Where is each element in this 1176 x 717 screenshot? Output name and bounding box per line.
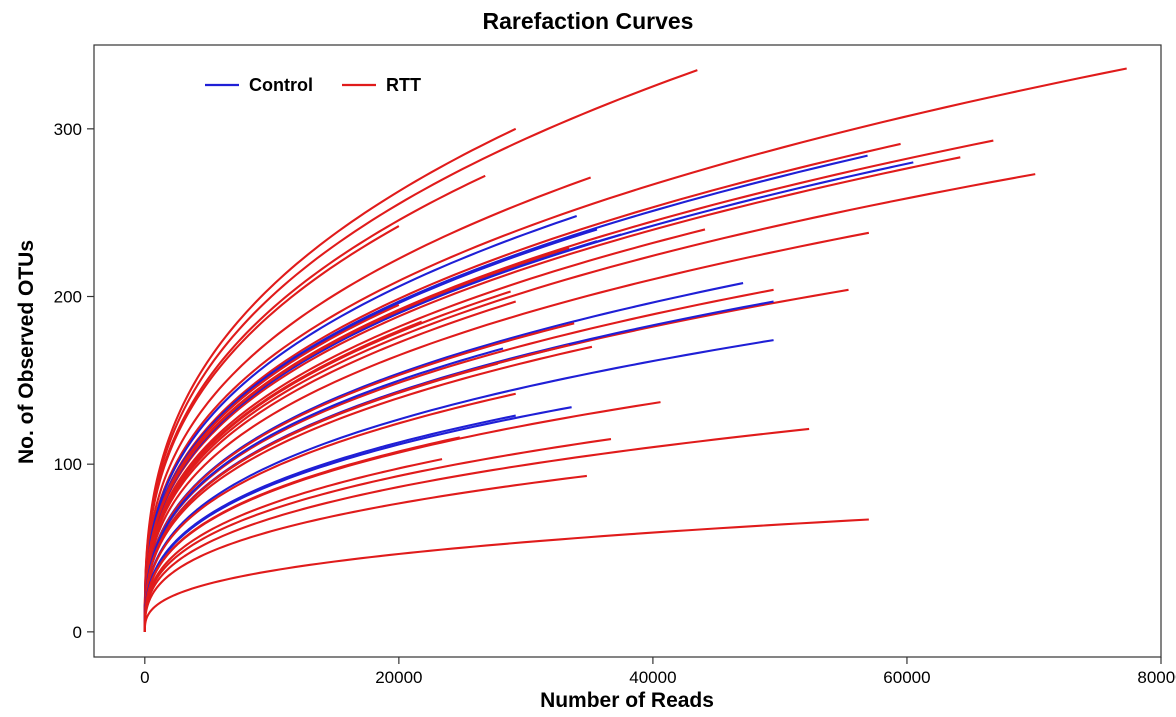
series-line-rtt-0	[143, 69, 698, 632]
x-tick-label: 0	[140, 668, 149, 687]
y-tick-label: 100	[54, 455, 82, 474]
y-tick-label: 200	[54, 288, 82, 307]
series-line-rtt-1	[143, 67, 1127, 632]
series-line-rtt-26	[143, 320, 423, 632]
series-curves	[143, 67, 1127, 632]
x-tick-label: 60000	[883, 668, 930, 687]
legend: Control RTT	[205, 75, 421, 95]
series-line-rtt-32	[143, 362, 499, 632]
legend-label-control: Control	[249, 75, 313, 95]
y-axis-label: No. of Observed OTUs	[15, 240, 38, 464]
series-line-rtt-41	[143, 474, 587, 632]
series-line-rtt-38	[143, 436, 461, 632]
series-line-rtt-40	[143, 458, 443, 632]
series-line-rtt-3	[143, 139, 994, 632]
x-axis-label: Number of Reads	[540, 689, 714, 712]
series-line-control-11	[143, 215, 578, 632]
series-line-rtt-42	[143, 518, 869, 632]
plot-frame	[93, 44, 1162, 658]
series-line-rtt-2	[143, 127, 517, 632]
legend-label-rtt: RTT	[386, 75, 421, 95]
y-axis-ticks: 0 100 200 300	[54, 120, 94, 642]
series-line-rtt-24	[143, 300, 517, 632]
chart-title: Rarefaction Curves	[482, 8, 694, 34]
series-line-rtt-10	[143, 176, 592, 632]
series-line-rtt-37	[143, 427, 810, 632]
series-line-rtt-25	[143, 303, 400, 632]
series-line-rtt-33	[143, 392, 516, 632]
y-tick-label: 0	[73, 623, 82, 642]
x-tick-label: 20000	[375, 668, 422, 687]
series-line-rtt-15	[143, 231, 870, 632]
x-tick-label: 40000	[629, 668, 676, 687]
series-line-rtt-12	[143, 225, 400, 632]
y-tick-label: 300	[54, 120, 82, 139]
series-line-rtt-30	[143, 345, 593, 632]
